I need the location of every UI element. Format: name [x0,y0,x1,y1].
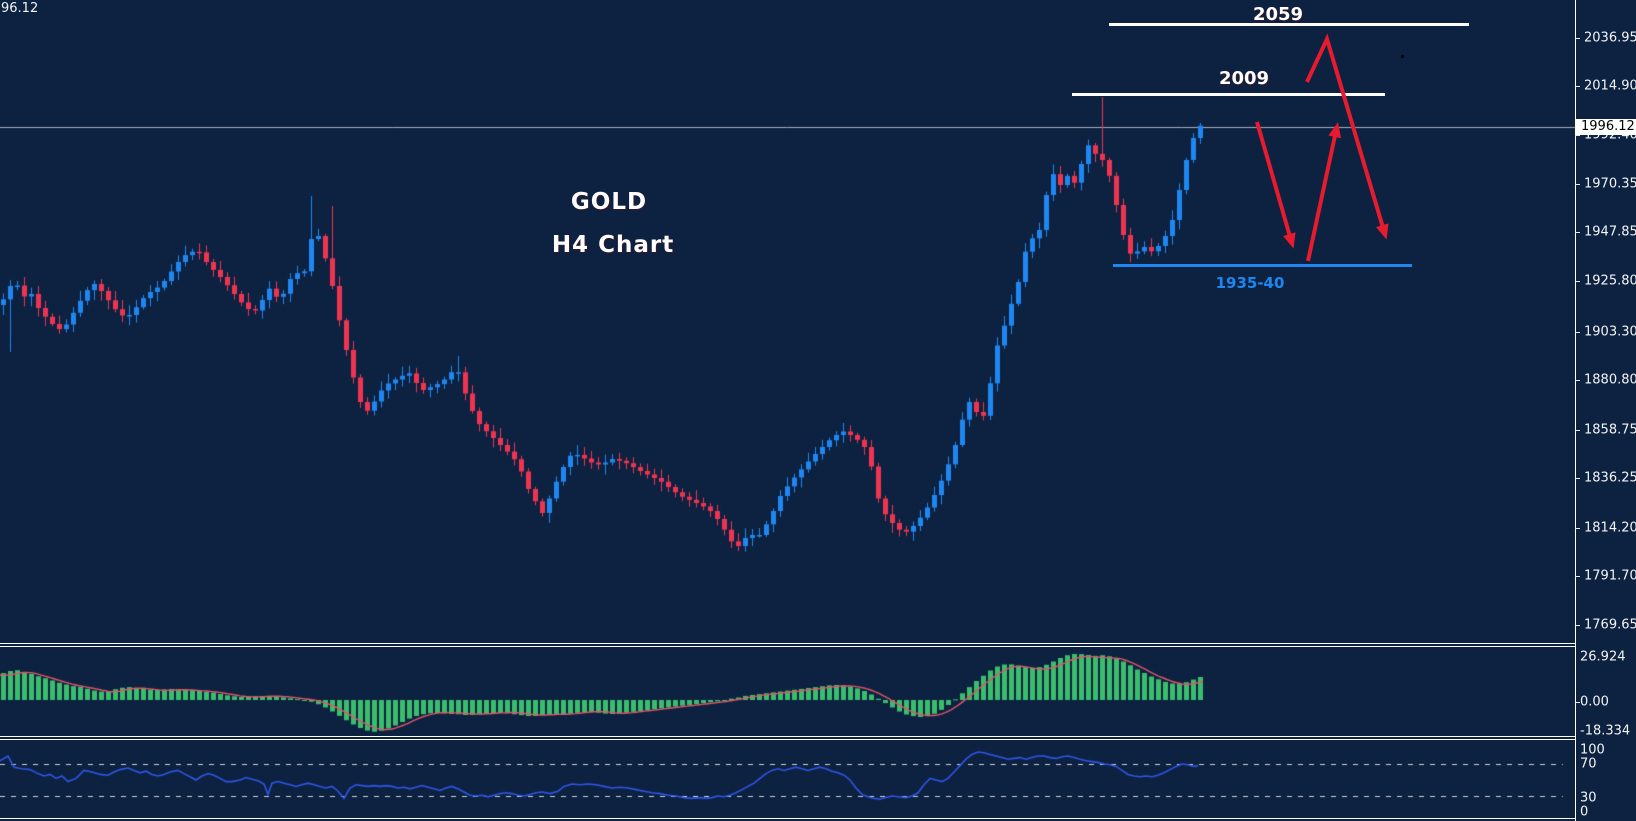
price-tick-label: 2036.95 [1584,30,1636,46]
resistance-label-2009: 2009 [1218,68,1270,89]
stray-dot [1401,55,1404,58]
macd-scale-label: 0.00 [1580,694,1609,710]
chart-timeframe-title: H4 Chart [551,232,675,258]
support-zone-label: 1935-40 [1215,274,1285,292]
separator-line [0,736,1575,737]
partial-price-label: 96.12 [1,1,39,16]
rsi-scale-label: 100 [1580,742,1605,758]
price-tick-label: 1769.65 [1584,617,1636,633]
resistance-line-2009[interactable] [1072,92,1385,96]
price-tick-label: 1903.30 [1584,324,1636,340]
price-tick-label: 2014.90 [1584,78,1636,94]
macd-scale-label: -18.334 [1580,723,1631,739]
current-price-value: 1996.12 [1581,119,1635,134]
price-tick-dash [1575,576,1580,577]
support-zone-line[interactable] [1113,263,1412,267]
price-tick-label: 1947.85 [1584,224,1636,240]
price-tick-dash [1575,86,1580,87]
macd-scale-label: 26.924 [1580,649,1626,665]
resistance-label-2059: 2059 [1252,4,1304,25]
price-tick-dash [1575,625,1580,626]
rsi-scale-label: 70 [1580,756,1597,772]
price-tick-dash [1575,232,1580,233]
separator-line [0,739,1575,740]
price-tick-dash [1575,528,1580,529]
price-tick-label: 1814.20 [1584,520,1636,536]
price-axis-line [1575,0,1576,821]
macd-tick-dash [1575,702,1580,703]
price-tick-dash [1575,281,1580,282]
price-tick-dash [1575,184,1580,185]
chart-symbol-title: GOLD [570,189,648,215]
price-tick-dash [1575,380,1580,381]
current-price-badge: 1996.12 [1576,119,1636,135]
price-tick-label: 1836.25 [1584,470,1636,486]
price-tick-label: 1970.35 [1584,176,1636,192]
price-tick-label: 1880.80 [1584,372,1636,388]
price-tick-dash [1575,430,1580,431]
separator-line [0,646,1575,647]
price-tick-label: 1791.70 [1584,568,1636,584]
price-tick-dash [1575,332,1580,333]
separator-line [0,818,1575,819]
rsi-scale-label: 0 [1580,804,1589,820]
price-tick-label: 1925.80 [1584,273,1636,289]
price-tick-dash [1575,38,1580,39]
price-tick-label: 1858.75 [1584,422,1636,438]
separator-line [0,643,1575,644]
resistance-line-2059[interactable] [1109,22,1469,26]
price-tick-dash [1575,135,1580,136]
rsi-scale-label: 30 [1580,790,1597,806]
price-tick-dash [1575,478,1580,479]
